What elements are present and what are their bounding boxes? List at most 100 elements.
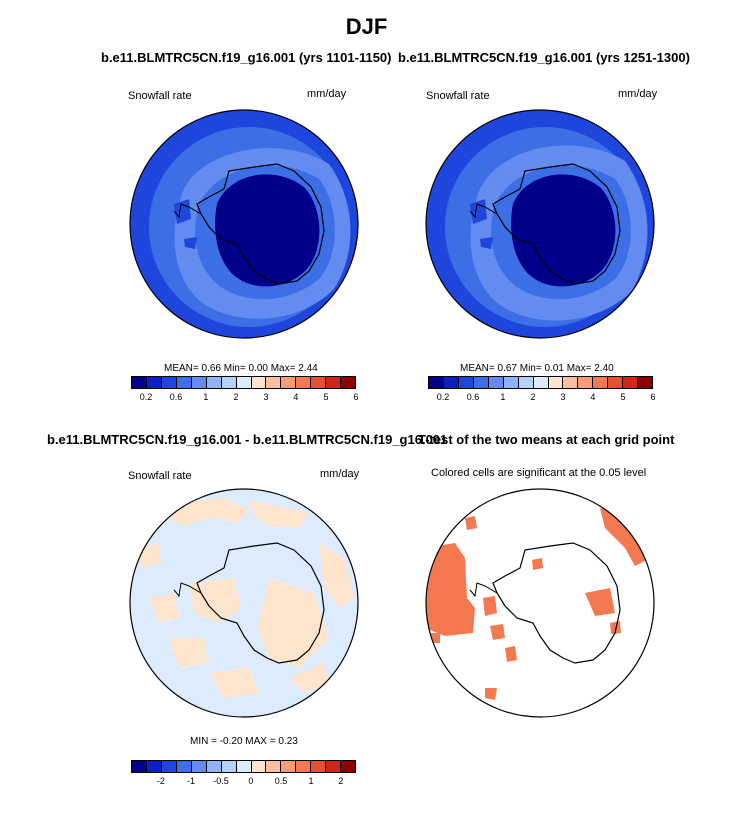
colorbar-swatch [593, 377, 609, 388]
colorbar-swatch [341, 761, 356, 772]
map-bottom-left [129, 488, 359, 718]
peninsula-coastline [469, 582, 498, 598]
panel-top-left-stats: MEAN= 0.66 Min= 0.00 Max= 2.44 [164, 363, 318, 374]
colorbar-swatch [206, 377, 222, 388]
colorbar-swatch [161, 761, 177, 772]
colorbar-bottom-left-ticks: -2 -1 -0.5 0 0.5 1 2 [131, 773, 356, 787]
colorbar-top-left-ticks: 0.2 0.6 1 2 3 4 5 6 [131, 389, 359, 403]
colorbar-swatch [281, 377, 297, 388]
colorbar-tick-label: 5 [620, 392, 626, 402]
colorbar-swatch [132, 377, 147, 388]
colorbar-swatch [488, 377, 504, 388]
colorbar-swatch [458, 377, 474, 388]
colorbar-swatch [176, 761, 192, 772]
colorbar-tick-label: 0.5 [274, 776, 288, 786]
colorbar-swatch [296, 761, 312, 772]
colorbar-tick-label: 6 [650, 392, 656, 402]
panel-bottom-left-variable-label: Snowfall rate [128, 470, 192, 482]
antarctica-coastline [196, 542, 325, 664]
map-top-right [425, 109, 655, 339]
colorbar-swatch [473, 377, 489, 388]
colorbar-top-right-bar [428, 376, 653, 389]
colorbar-swatch [281, 761, 297, 772]
colorbar-swatch [638, 377, 653, 388]
colorbar-swatch [311, 377, 327, 388]
colorbar-tick-label: 0.6 [169, 392, 183, 402]
colorbar-bottom-left-bar [131, 760, 356, 773]
figure-title: DJF [345, 14, 388, 39]
colorbar-tick-label: 0.6 [466, 392, 480, 402]
colorbar-tick-label: -0.5 [213, 776, 229, 786]
colorbar-tick-label: 3 [560, 392, 566, 402]
panel-bottom-right-subtitle: Colored cells are significant at the 0.0… [431, 467, 647, 479]
colorbar-swatch [251, 761, 267, 772]
colorbar-swatch [608, 377, 624, 388]
panel-top-right-stats: MEAN= 0.67 Min= 0.01 Max= 2.40 [460, 363, 614, 374]
map-bottom-right [425, 488, 655, 718]
colorbar-tick-label: -2 [156, 776, 165, 786]
colorbar-swatch [341, 377, 356, 388]
colorbar-tick-label: 2 [338, 776, 344, 786]
panel-bottom-right-title: T-test of the two means at each grid poi… [418, 432, 675, 447]
map-top-left [129, 109, 359, 339]
colorbar-tick-label: 0.2 [436, 392, 450, 402]
panel-top-left-title: b.e11.BLMTRC5CN.f19_g16.001 (yrs 1101-11… [101, 50, 392, 65]
colorbar-tick-label: 2 [530, 392, 536, 402]
antarctic-interior [215, 174, 320, 287]
colorbar-swatch [311, 761, 327, 772]
colorbar-tick-label: 0 [248, 776, 254, 786]
peninsula-coastline [173, 203, 202, 219]
colorbar-swatch [548, 377, 564, 388]
colorbar-swatch [429, 377, 444, 388]
colorbar-swatch [578, 377, 594, 388]
positive-difference-patches [139, 498, 354, 698]
panel-top-right-units-label: mm/day [618, 88, 658, 100]
colorbar-swatch [563, 377, 579, 388]
colorbar-swatch [236, 761, 252, 772]
peninsula-coastline [469, 203, 498, 219]
colorbar-swatch [146, 761, 162, 772]
panel-bottom-left-stats: MIN = -0.20 MAX = 0.23 [190, 736, 298, 747]
colorbar-swatch [266, 761, 282, 772]
colorbar-swatch [206, 761, 222, 772]
colorbar-tick-label: 6 [353, 392, 359, 402]
colorbar-top-left: 0.2 0.6 1 2 3 4 5 6 [131, 376, 359, 406]
colorbar-top-right: 0.2 0.6 1 2 3 4 5 6 [428, 376, 656, 406]
colorbar-swatch [296, 377, 312, 388]
panel-bottom-left-units-label: mm/day [320, 468, 360, 480]
colorbar-swatch [176, 377, 192, 388]
colorbar-swatch [221, 377, 237, 388]
colorbar-swatch [443, 377, 459, 388]
colorbar-swatch [191, 761, 207, 772]
colorbar-tick-label: -1 [187, 776, 196, 786]
colorbar-swatch [326, 761, 342, 772]
colorbar-swatch [251, 377, 267, 388]
colorbar-swatch [533, 377, 549, 388]
colorbar-tick-label: 4 [293, 392, 299, 402]
antarctic-interior [511, 174, 616, 287]
colorbar-swatch [191, 377, 207, 388]
antarctica-coastline [492, 163, 621, 285]
panel-top-left-units-label: mm/day [307, 88, 347, 100]
colorbar-swatch [266, 377, 282, 388]
colorbar-swatch [623, 377, 639, 388]
colorbar-bottom-left: -2 -1 -0.5 0 0.5 1 2 [131, 760, 356, 790]
colorbar-tick-label: 1 [203, 392, 209, 402]
colorbar-tick-label: 0.2 [139, 392, 153, 402]
colorbar-top-right-ticks: 0.2 0.6 1 2 3 4 5 6 [428, 389, 656, 403]
colorbar-tick-label: 2 [233, 392, 239, 402]
colorbar-tick-label: 1 [500, 392, 506, 402]
colorbar-swatch [146, 377, 162, 388]
colorbar-tick-label: 4 [590, 392, 596, 402]
panel-top-left-variable-label: Snowfall rate [128, 90, 192, 102]
colorbar-tick-label: 1 [308, 776, 314, 786]
colorbar-tick-label: 5 [323, 392, 329, 402]
colorbar-swatch [236, 377, 252, 388]
panel-bottom-left-title: b.e11.BLMTRC5CN.f19_g16.001 - b.e11.BLMT… [47, 432, 448, 447]
colorbar-tick-label: 3 [263, 392, 269, 402]
colorbar-swatch [132, 761, 147, 772]
colorbar-swatch [161, 377, 177, 388]
colorbar-swatch [518, 377, 534, 388]
colorbar-top-left-bar [131, 376, 356, 389]
colorbar-swatch [503, 377, 519, 388]
